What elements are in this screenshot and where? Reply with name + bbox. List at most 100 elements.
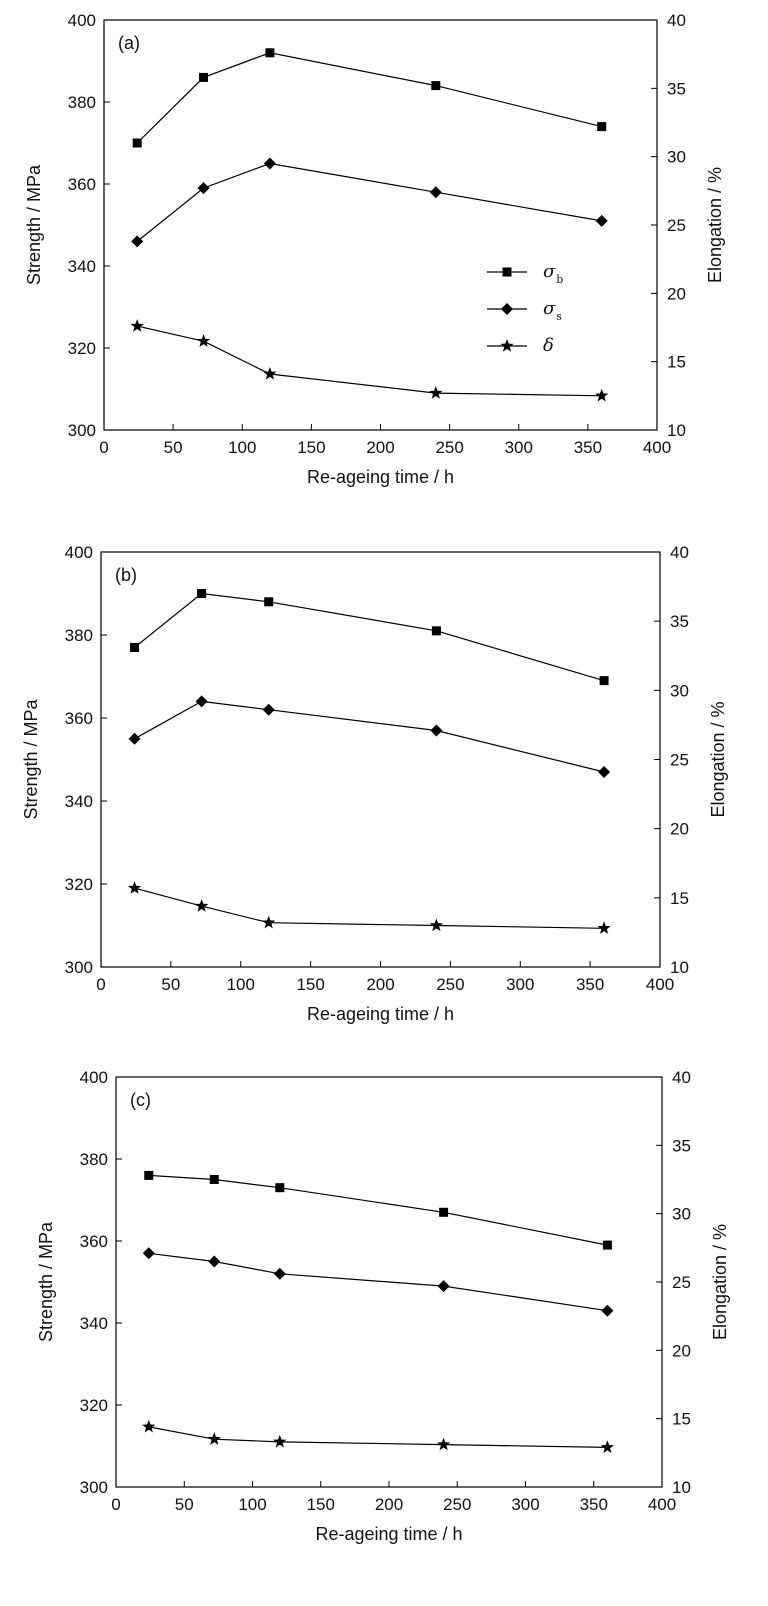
- y2-tick-label: 10: [672, 1478, 691, 1497]
- y2-tick-label: 15: [672, 1410, 691, 1429]
- data-point-star: [429, 918, 444, 932]
- y-tick-label: 380: [68, 93, 96, 112]
- x-tick-label: 350: [580, 1495, 608, 1514]
- y2-tick-label: 20: [672, 1341, 691, 1360]
- chart-panel: 0 50 100 150 200 250 300 350 400 300 320 340 360 380 4…: [21, 543, 728, 1024]
- y-tick-label: 340: [65, 792, 93, 811]
- y2-tick-label: 30: [667, 148, 686, 167]
- data-point-square: [265, 48, 275, 58]
- x-axis-title: Re-ageing time / h: [307, 467, 454, 487]
- plot-frame: [100, 551, 661, 968]
- x-tick-label: 0: [99, 438, 108, 457]
- data-point-diamond: [195, 695, 208, 708]
- data-point-star: [130, 319, 144, 332]
- data-point-star: [436, 1437, 451, 1451]
- y2-tick-label: 35: [670, 612, 689, 631]
- y2-tick-label: 10: [670, 958, 689, 977]
- data-point-star: [127, 881, 142, 894]
- legend-marker-square: [502, 267, 512, 277]
- data-point-square: [431, 626, 441, 636]
- x-tick-label: 400: [643, 438, 671, 457]
- y2-tick-label: 40: [670, 543, 689, 562]
- panel-label: (a): [118, 33, 140, 53]
- x-tick-label: 200: [375, 1495, 403, 1514]
- chart-panel: 0 50 100 150 200 250 300 350 400 300 320 340 360 380 4…: [24, 11, 725, 487]
- y-tick-label: 300: [80, 1478, 108, 1497]
- x-tick-label: 350: [576, 975, 604, 994]
- x-tick-label: 250: [436, 975, 464, 994]
- y-tick-label: 400: [68, 11, 96, 30]
- legend: σb σs δ: [487, 261, 563, 356]
- plot-frame: [103, 19, 658, 431]
- y2-tick-label: 30: [672, 1205, 691, 1224]
- data-point-star: [263, 366, 277, 380]
- y2-tick-label: 35: [667, 79, 686, 98]
- series-line-diamond: [134, 700, 605, 773]
- data-point-diamond: [437, 1280, 450, 1293]
- y2-tick-label: 35: [672, 1136, 691, 1155]
- data-point-star: [595, 388, 609, 402]
- data-point-star: [600, 1440, 615, 1454]
- series-line-square: [134, 592, 605, 682]
- series-line-diamond: [136, 162, 602, 242]
- data-point-square: [599, 676, 609, 686]
- data-point-square: [602, 1240, 612, 1250]
- x-tick-label: 0: [111, 1495, 120, 1514]
- x-tick-label: 300: [506, 975, 534, 994]
- data-point-star: [142, 1419, 156, 1433]
- legend-marker-star: [500, 339, 514, 352]
- data-point-star: [429, 386, 443, 399]
- series-line-square: [136, 52, 602, 144]
- y-tick-label: 300: [65, 958, 93, 977]
- y-tick-label: 360: [65, 709, 93, 728]
- x-tick-label: 400: [646, 975, 674, 994]
- x-tick-label: 250: [443, 1495, 471, 1514]
- y2-tick-label: 15: [667, 353, 686, 372]
- legend-label: σb: [543, 261, 563, 286]
- data-point-star: [597, 921, 611, 934]
- y-tick-label: 320: [80, 1396, 108, 1415]
- data-point-square: [197, 589, 207, 598]
- data-point-square: [431, 81, 441, 91]
- data-point-diamond: [598, 765, 611, 778]
- y-tick-label: 400: [80, 1068, 108, 1087]
- y2-tick-label: 25: [667, 216, 686, 235]
- y2-tick-label: 25: [670, 751, 689, 770]
- data-point-diamond: [430, 724, 443, 737]
- data-point-star: [196, 334, 211, 347]
- y-tick-label: 340: [68, 257, 96, 276]
- x-tick-label: 0: [96, 975, 105, 994]
- y-tick-label: 380: [80, 1150, 108, 1169]
- x-tick-label: 200: [366, 975, 394, 994]
- data-point-square: [209, 1175, 219, 1184]
- x-tick-label: 250: [435, 438, 463, 457]
- data-point-diamond: [263, 157, 276, 170]
- data-point-diamond: [595, 214, 608, 227]
- data-point-diamond: [128, 732, 141, 745]
- data-point-diamond: [429, 186, 442, 199]
- data-point-square: [597, 122, 607, 132]
- y2-tick-label: 20: [670, 820, 689, 839]
- data-point-diamond: [197, 182, 210, 195]
- y-tick-label: 320: [68, 339, 96, 358]
- x-tick-label: 100: [227, 975, 255, 994]
- y-tick-label: 400: [65, 543, 93, 562]
- data-point-diamond: [208, 1255, 221, 1268]
- data-point-diamond: [601, 1304, 614, 1317]
- data-point-square: [130, 642, 140, 652]
- y2-tick-label: 20: [667, 284, 686, 303]
- data-point-square: [144, 1170, 154, 1180]
- data-point-star: [273, 1434, 287, 1448]
- legend-label: σs: [543, 298, 562, 323]
- y2-axis-title: Elongation / %: [710, 1224, 730, 1340]
- x-axis-title: Re-ageing time / h: [315, 1524, 462, 1544]
- y-tick-label: 320: [65, 875, 93, 894]
- y2-tick-label: 40: [667, 11, 686, 30]
- y2-tick-label: 10: [667, 421, 686, 440]
- x-tick-label: 400: [648, 1495, 676, 1514]
- y-axis-title: Strength / MPa: [36, 1221, 56, 1342]
- x-tick-label: 350: [574, 438, 602, 457]
- panel-label: (b): [115, 565, 137, 585]
- data-point-square: [275, 1183, 285, 1193]
- x-tick-label: 150: [307, 1495, 335, 1514]
